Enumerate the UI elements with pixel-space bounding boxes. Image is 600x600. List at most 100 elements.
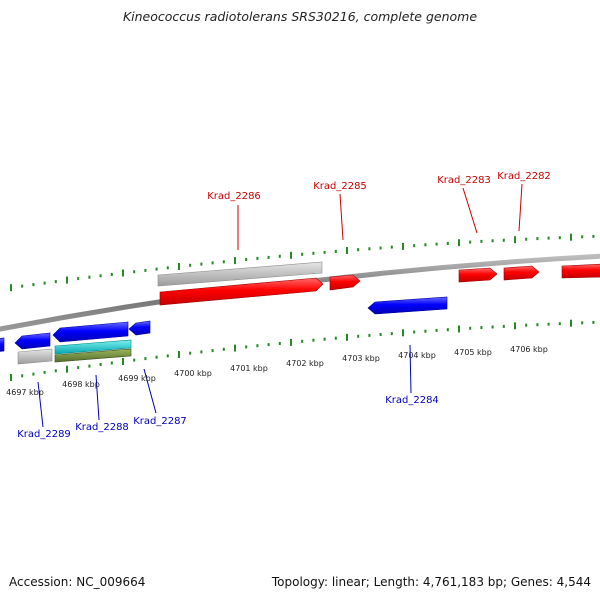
- major-tick: [570, 319, 572, 327]
- minor-tick: [155, 267, 158, 271]
- cyan-feature[interactable]: [54, 339, 132, 355]
- major-tick: [178, 263, 180, 270]
- minor-tick: [469, 240, 472, 244]
- gene-labels: Krad_2286 Krad_2285 Krad_2283 Krad_2282 …: [17, 171, 551, 440]
- minor-tick: [144, 268, 147, 272]
- minor-tick: [525, 323, 528, 327]
- gene-krad-2282[interactable]: [503, 265, 540, 281]
- minor-tick: [88, 364, 91, 368]
- minor-tick: [99, 363, 102, 366]
- scale-label: 4706 kbp: [510, 345, 548, 354]
- minor-tick: [491, 239, 494, 243]
- minor-tick: [558, 322, 561, 326]
- minor-tick: [110, 361, 113, 365]
- gene-krad-2285[interactable]: [329, 274, 361, 291]
- minor-tick: [368, 333, 371, 337]
- scale-labels: 4697 kbp 4698 kbp 4699 kbp 4700 kbp 4701…: [6, 345, 548, 397]
- minor-tick: [413, 330, 416, 334]
- forward-features: [157, 261, 600, 306]
- major-tick: [10, 284, 12, 292]
- major-tick: [122, 358, 124, 365]
- gray-feature-reverse[interactable]: [17, 348, 53, 365]
- minor-tick: [446, 241, 449, 245]
- major-tick: [402, 329, 404, 337]
- minor-tick: [32, 372, 35, 376]
- minor-tick: [536, 323, 539, 327]
- major-tick: [458, 239, 460, 247]
- minor-tick: [54, 369, 57, 373]
- gene-label[interactable]: Krad_2283: [437, 175, 491, 186]
- gene-label[interactable]: Krad_2286: [207, 191, 261, 202]
- forward-tick-row: [10, 233, 595, 292]
- scale-label: 4697 kbp: [6, 388, 44, 397]
- major-tick: [122, 269, 124, 277]
- minor-tick: [54, 280, 57, 284]
- gene-krad-2286[interactable]: [159, 277, 324, 306]
- minor-tick: [502, 324, 505, 328]
- minor-tick: [21, 374, 24, 378]
- minor-tick: [301, 252, 304, 256]
- major-tick: [346, 333, 348, 341]
- major-tick: [290, 338, 292, 346]
- minor-tick: [211, 261, 214, 265]
- gene-krad-2287[interactable]: [128, 320, 151, 336]
- minor-tick: [166, 266, 169, 270]
- major-tick: [570, 233, 572, 241]
- minor-tick: [547, 236, 550, 240]
- minor-tick: [368, 247, 371, 251]
- minor-tick: [592, 234, 595, 238]
- gene-label[interactable]: Krad_2285: [313, 181, 367, 192]
- major-tick: [66, 365, 68, 373]
- minor-tick: [390, 332, 393, 336]
- scale-label: 4705 kbp: [454, 348, 492, 357]
- map-title: Kineococcus radiotolerans SRS30216, comp…: [122, 9, 478, 24]
- olive-feature[interactable]: [54, 348, 132, 363]
- minor-tick: [424, 329, 427, 333]
- scale-label: 4699 kbp: [118, 374, 156, 383]
- gray-feature-forward[interactable]: [157, 261, 323, 287]
- major-tick: [234, 344, 236, 352]
- gene-label[interactable]: Krad_2284: [385, 395, 439, 406]
- minor-tick: [379, 246, 382, 250]
- gene-krad-2289[interactable]: [14, 332, 51, 350]
- minor-tick: [43, 281, 46, 285]
- gene-label[interactable]: Krad_2282: [497, 171, 551, 182]
- minor-tick: [424, 243, 427, 247]
- minor-tick: [256, 344, 259, 348]
- minor-tick: [390, 245, 393, 249]
- gene-label[interactable]: Krad_2288: [75, 422, 129, 433]
- reverse-tick-row: [10, 319, 595, 381]
- minor-tick: [301, 339, 304, 343]
- minor-tick: [312, 338, 315, 342]
- minor-tick: [413, 244, 416, 248]
- leader-lines: [37, 183, 523, 428]
- major-tick: [234, 257, 236, 265]
- major-tick: [402, 242, 404, 250]
- minor-tick: [166, 354, 169, 358]
- minor-tick: [245, 258, 248, 261]
- gene-krad-2284[interactable]: [367, 296, 448, 315]
- scale-label: 4698 kbp: [62, 380, 100, 389]
- minor-tick: [267, 343, 270, 347]
- minor-tick: [357, 334, 360, 338]
- minor-tick: [21, 284, 24, 288]
- scale-label: 4700 kbp: [174, 369, 212, 378]
- major-tick: [514, 322, 516, 330]
- scale-label: 4702 kbp: [286, 359, 324, 368]
- gene-krad-2283[interactable]: [458, 267, 498, 283]
- minor-tick: [189, 263, 192, 267]
- accession-text: Accession: NC_009664: [9, 575, 146, 589]
- minor-tick: [32, 283, 35, 287]
- minor-tick: [502, 238, 505, 242]
- minor-tick: [189, 351, 192, 355]
- minor-tick: [480, 326, 483, 330]
- gene-krad-2288[interactable]: [52, 321, 129, 343]
- minor-tick: [200, 350, 203, 354]
- gene-reverse-edge[interactable]: [0, 337, 5, 352]
- minor-tick: [133, 358, 136, 362]
- gene-label[interactable]: Krad_2287: [133, 416, 187, 427]
- minor-tick: [469, 326, 472, 330]
- gene-forward-edge[interactable]: [561, 263, 600, 279]
- gene-label[interactable]: Krad_2289: [17, 429, 71, 440]
